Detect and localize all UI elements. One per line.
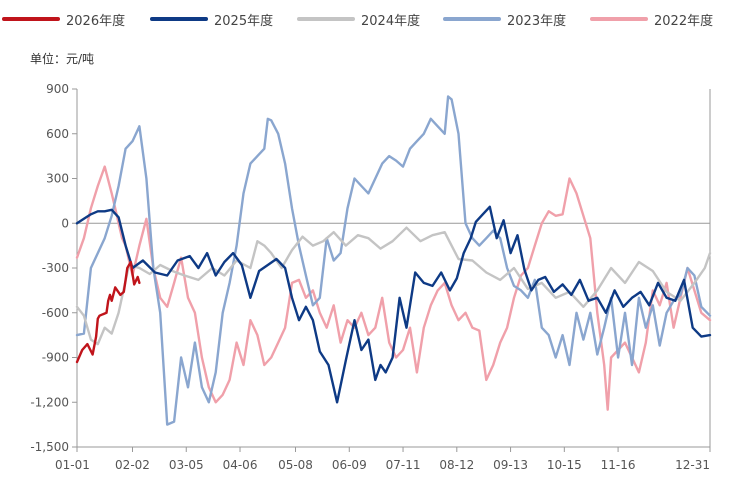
legend-label-2022: 2022年度 [654,13,714,29]
legend-item-2025[interactable]: 2025年度 [150,8,273,30]
legend-swatch-2024 [297,17,355,21]
series-line-2026年度 [75,260,141,364]
y-tick-label: 300 [46,172,69,186]
x-tick-label: 11-16 [601,458,636,472]
y-tick-label: 600 [46,127,69,141]
y-tick-label: 0 [61,216,69,230]
x-tick-label: 05-08 [278,458,313,472]
legend-label-2024: 2024年度 [361,13,421,29]
legend-label-2023: 2023年度 [507,13,567,29]
legend-swatch-2025 [150,17,208,21]
series-line-2024年度 [75,226,712,346]
legend-label-2025: 2025年度 [214,13,274,29]
x-tick-label: 08-12 [439,458,474,472]
x-tick-label: 09-13 [493,458,528,472]
x-tick-label: 06-09 [332,458,367,472]
legend-item-2022[interactable]: 2022年度 [590,8,713,30]
x-tick-label: 04-06 [223,458,258,472]
legend-item-2026[interactable]: 2026年度 [2,8,125,30]
x-tick-label: 02-02 [115,458,150,472]
legend-swatch-2026 [2,17,60,21]
y-tick-label: -1,200 [30,395,69,409]
y-tick-label: -300 [42,261,69,275]
legend: 2026年度 2025年度 2024年度 2023年度 2022年度 [0,8,737,30]
series-line-2022年度 [75,165,712,411]
legend-swatch-2023 [443,17,501,21]
x-tick-label: 07-11 [386,458,421,472]
legend-item-2024[interactable]: 2024年度 [297,8,420,30]
y-tick-label: 900 [46,82,69,96]
legend-item-2023[interactable]: 2023年度 [443,8,566,30]
x-tick-label: 01-01 [55,458,90,472]
x-tick-label: 03-05 [169,458,204,472]
legend-swatch-2022 [590,17,648,21]
series-line-2023年度 [75,95,712,426]
series-line-2025年度 [75,205,712,404]
y-tick-label: -1,500 [30,440,69,454]
legend-label-2026: 2026年度 [66,13,126,29]
unit-label: 单位：元/吨 [30,52,95,66]
y-tick-label: -600 [42,306,69,320]
x-tick-label: 10-15 [547,458,582,472]
y-tick-label: -900 [42,351,69,365]
x-tick-label: 12-31 [675,458,710,472]
